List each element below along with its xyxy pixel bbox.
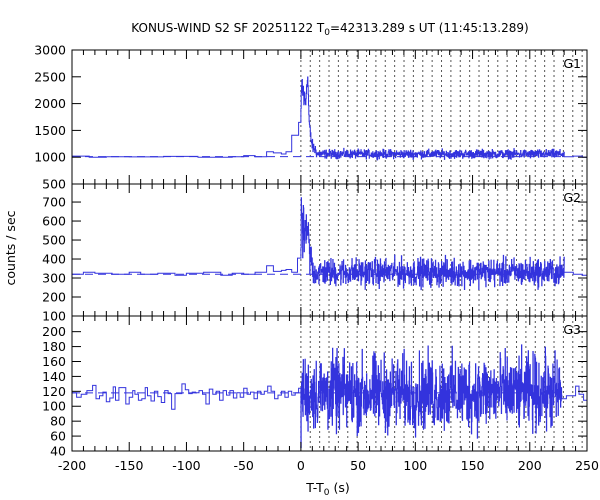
y-tick-label: 300 <box>42 271 66 286</box>
y-tick-label: 600 <box>42 214 66 229</box>
y-tick-label: 200 <box>42 290 66 305</box>
y-tick-label: 100 <box>42 399 66 414</box>
chart-title: KONUS-WIND S2 SF 20251122 T0=42313.289 s… <box>131 21 528 38</box>
y-tick-label: 140 <box>42 369 66 384</box>
x-tick-label: -100 <box>172 458 200 473</box>
y-tick-label: 120 <box>42 384 66 399</box>
x-tick-label: 200 <box>518 458 542 473</box>
y-tick-label: 400 <box>42 252 66 267</box>
x-tick-label: 250 <box>575 458 599 473</box>
panel-label-g2: G2 <box>563 190 581 205</box>
x-tick-label: 50 <box>350 458 366 473</box>
x-tick-label: -200 <box>58 458 86 473</box>
x-axis-label: T-T0 (s) <box>305 480 349 498</box>
panel-g1: 500 1000 1500 2000 2500 3000 G1 <box>34 43 588 192</box>
y-tick-label: 180 <box>42 339 66 354</box>
y-tick-label: 1500 <box>34 123 66 138</box>
panel-label-g1: G1 <box>563 56 581 71</box>
x-tick-label: -150 <box>115 458 143 473</box>
y-tick-label: 40 <box>50 444 66 459</box>
y-tick-label: 2500 <box>34 69 66 84</box>
y-tick-label: 60 <box>50 429 66 444</box>
x-tick-label: 150 <box>461 458 485 473</box>
y-tick-label: 160 <box>42 354 66 369</box>
y-tick-label: 100 <box>42 309 66 324</box>
y-tick-label: 80 <box>50 414 66 429</box>
x-tick-label: 0 <box>297 458 305 473</box>
y-tick-label: 500 <box>42 177 66 192</box>
lightcurve-series-g1 <box>72 76 587 161</box>
lightcurve-series-g3 <box>72 344 587 449</box>
panel-label-g3: G3 <box>563 322 581 337</box>
panel-g2: 100 200 300 400 500 600 700 G2 <box>42 183 588 324</box>
x-tick-label: -50 <box>233 458 253 473</box>
y-tick-label: 1000 <box>34 150 66 165</box>
y-tick-label: 2000 <box>34 96 66 111</box>
panel-frame <box>71 315 588 452</box>
y-tick-label: 200 <box>42 324 66 339</box>
x-axis-ticks: -200 -150 -100 -50 0 50 100 150 200 250 <box>58 458 599 473</box>
panels-group: 50010001500200025003000G1100200300400500… <box>34 43 588 459</box>
y-tick-label: 500 <box>42 233 66 248</box>
y-tick-label: 3000 <box>34 43 66 58</box>
lightcurve-series-g2 <box>72 197 587 291</box>
y-tick-label: 700 <box>42 195 66 210</box>
x-tick-label: 100 <box>403 458 427 473</box>
y-axis-label: counts / sec <box>3 210 18 285</box>
